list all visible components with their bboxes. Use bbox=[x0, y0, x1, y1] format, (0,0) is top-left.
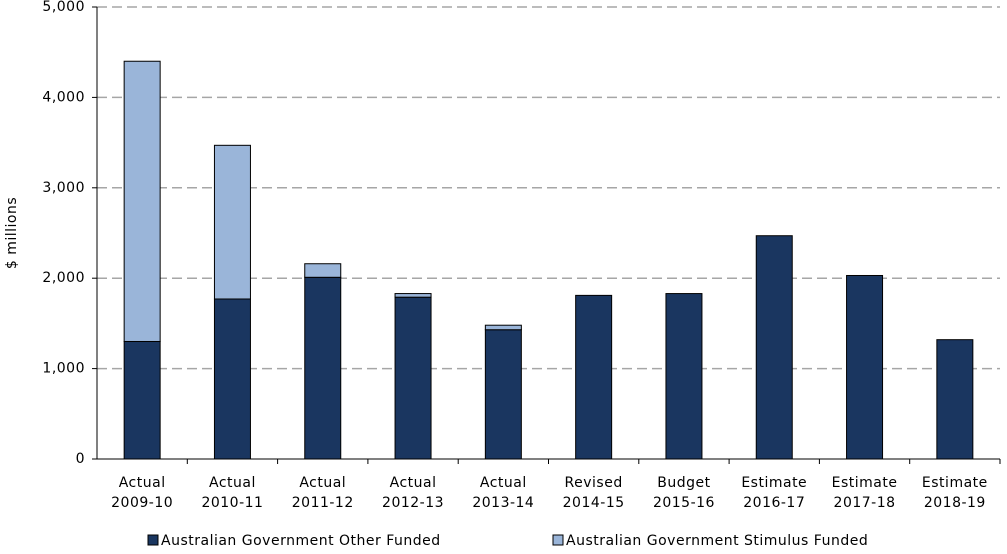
y-tick-label: 0 bbox=[76, 451, 85, 467]
x-tick-label: Estimate bbox=[741, 475, 807, 491]
bar-segment bbox=[484, 329, 522, 460]
legend-swatch bbox=[147, 534, 159, 546]
bar-segment bbox=[484, 324, 522, 331]
bar-segment bbox=[575, 294, 613, 460]
x-tick-label: Estimate bbox=[832, 475, 898, 491]
x-tick-label: Actual bbox=[480, 475, 527, 491]
x-tick-label: Actual bbox=[209, 475, 256, 491]
x-tick-label: Actual bbox=[390, 475, 437, 491]
bar-segment bbox=[394, 296, 432, 460]
bar-segment bbox=[394, 293, 432, 298]
x-tick-label: Actual bbox=[299, 475, 346, 491]
bar-segment bbox=[123, 60, 161, 342]
legend-swatch bbox=[552, 534, 564, 546]
x-tick-label: 2018-19 bbox=[924, 495, 986, 511]
y-tick-label: 3,000 bbox=[42, 180, 85, 196]
y-tick-label: 1,000 bbox=[42, 361, 85, 377]
x-tick-label: 2015-16 bbox=[653, 495, 715, 511]
legend-label: Australian Government Other Funded bbox=[161, 533, 441, 549]
y-tick-label: 5,000 bbox=[42, 0, 85, 15]
bar-segment bbox=[213, 298, 251, 460]
bar-segment bbox=[304, 263, 342, 278]
bar-segment bbox=[755, 235, 793, 460]
bar-segment bbox=[123, 340, 161, 460]
x-tick-label: 2017-18 bbox=[834, 495, 896, 511]
x-tick-label: 2014-15 bbox=[563, 495, 625, 511]
bar-segment bbox=[936, 339, 974, 460]
x-tick-label: 2012-13 bbox=[382, 495, 444, 511]
bar-segment bbox=[304, 276, 342, 460]
x-tick-label: Estimate bbox=[922, 475, 988, 491]
bar-segment bbox=[665, 293, 703, 460]
y-tick-label: 4,000 bbox=[42, 89, 85, 105]
y-axis-label: $ millions bbox=[4, 197, 20, 269]
x-tick-label: 2016-17 bbox=[743, 495, 805, 511]
bar-segment bbox=[846, 274, 884, 460]
x-tick-label: 2010-11 bbox=[201, 495, 263, 511]
x-tick-label: 2011-12 bbox=[292, 495, 354, 511]
x-tick-label: Actual bbox=[119, 475, 166, 491]
x-tick-label: Revised bbox=[565, 475, 623, 491]
x-tick-label: 2013-14 bbox=[472, 495, 534, 511]
legend-label: Australian Government Stimulus Funded bbox=[566, 533, 868, 549]
x-tick-label: 2009-10 bbox=[111, 495, 173, 511]
y-tick-label: 2,000 bbox=[42, 270, 85, 286]
bar-segment bbox=[213, 144, 251, 300]
x-tick-label: Budget bbox=[657, 475, 710, 491]
